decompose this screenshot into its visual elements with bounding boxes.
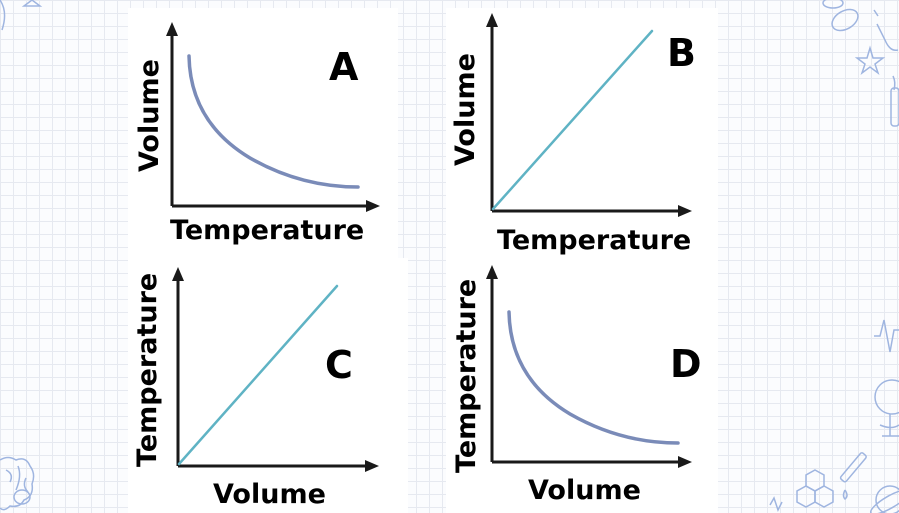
x-axis-label: Temperature	[497, 225, 692, 256]
brain-fold-doodle-icon	[5, 465, 29, 493]
y-axis-arrow-icon	[486, 265, 498, 279]
x-axis-arrow-icon	[366, 200, 380, 212]
heartbeat-doodle-icon	[874, 319, 899, 353]
decreasing-curve	[507, 310, 680, 445]
bacteria-doodle-icon	[822, 0, 844, 9]
leaf-doodle-icon	[892, 75, 896, 91]
x-axis-arrow-icon	[678, 456, 692, 468]
planet-doodle-icon	[875, 485, 899, 513]
x-axis-label: Volume	[528, 475, 641, 506]
globe-doodle-icon	[874, 379, 899, 415]
chart-label-c: C	[325, 343, 353, 387]
brain-stem-doodle-icon	[13, 489, 31, 505]
chart-label-d: D	[670, 342, 702, 386]
proportional-line	[177, 284, 339, 466]
drop-doodle-icon	[842, 489, 848, 500]
globe-stand-doodle-icon	[879, 414, 899, 437]
proportional-line	[491, 29, 654, 211]
chart-label-b: B	[667, 31, 696, 75]
y-axis-arrow-icon	[166, 22, 178, 36]
molecule-doodle-icon	[814, 485, 834, 508]
planet-ring-doodle-icon	[869, 489, 899, 513]
decreasing-curve	[187, 54, 360, 189]
chart-panel-background	[128, 258, 408, 513]
flask-doodle-icon	[21, 0, 43, 7]
bacteria-doodle-icon	[0, 0, 6, 31]
x-axis-arrow-icon	[678, 205, 692, 217]
y-axis-arrow-icon	[486, 13, 498, 27]
spark-doodle-icon	[769, 496, 783, 512]
spark-doodle-icon	[873, 9, 879, 17]
x-axis-label: Temperature	[170, 215, 365, 246]
molecule-doodle-icon	[796, 485, 816, 508]
x-axis-label: Volume	[213, 479, 326, 510]
star-doodle-icon	[854, 45, 886, 76]
x-axis-arrow-icon	[365, 460, 379, 472]
magnet-doodle-icon	[876, 23, 899, 52]
bacteria-doodle-icon	[831, 8, 859, 32]
chart-label-a: A	[329, 45, 359, 89]
brain-doodle-icon	[0, 456, 35, 511]
y-axis-arrow-icon	[172, 267, 184, 281]
test-tube-doodle-icon	[890, 87, 899, 127]
dropper-doodle-icon	[839, 452, 867, 483]
